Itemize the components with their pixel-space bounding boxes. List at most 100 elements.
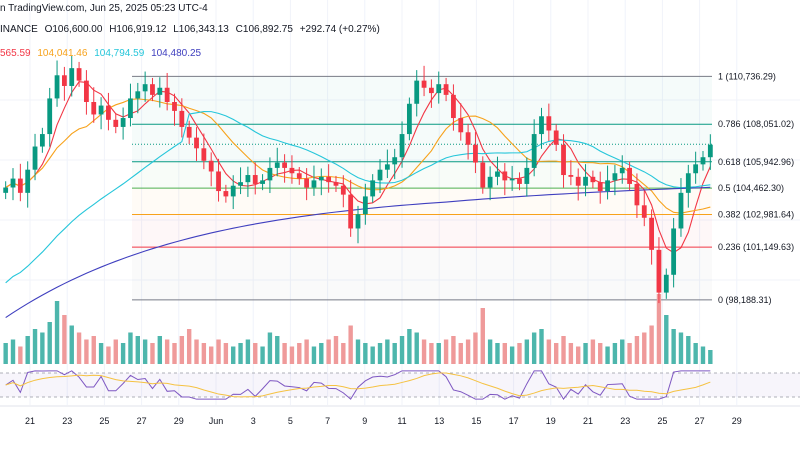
x-tick-label: Jun [209,416,224,426]
volume-bar [664,315,669,364]
volume-bar [91,336,96,364]
volume-bar [568,343,574,364]
candle [208,152,214,187]
volume-bar [297,343,302,364]
candle [399,121,405,168]
candle [568,160,574,186]
candle [619,155,625,184]
candle [340,175,346,208]
volume-bar [47,322,52,364]
candle [194,127,199,161]
volume-bar [267,332,273,364]
volume-bar [333,336,339,364]
candle [612,164,618,196]
candle [649,209,655,265]
candle [384,149,390,179]
volume-bar [135,336,140,364]
candle [164,72,170,111]
volume-bar [524,339,530,364]
volume-bar [363,343,368,364]
volume-bar [40,332,45,364]
volume-bar [253,343,258,364]
x-tick-label: 23 [62,416,72,426]
candle [671,217,677,288]
candle [597,171,603,204]
rsi-band [0,373,800,397]
fib-level-label: 0.236 (101,149.63) [718,242,794,252]
volume-bar [355,339,361,364]
volume-bar [304,339,309,364]
volume-bar [289,346,295,364]
candle [517,172,522,191]
volume-bar [627,343,632,364]
volume-bar [84,339,89,364]
high-value: H106,919.12 [109,24,167,35]
volume-bar [348,325,353,364]
candlesticks [3,55,713,304]
candle [172,93,177,126]
candle [304,168,310,201]
volume-bar [414,332,419,364]
volume-bar [208,346,214,364]
volume-bar [480,308,485,364]
volume-bar [553,343,559,364]
volume-bar [561,336,566,364]
candle [377,159,383,194]
candle [553,124,559,151]
volume-bar [142,339,148,364]
candle [252,162,258,195]
candle [120,107,126,140]
volume-bar [282,343,287,364]
volume-bar [172,343,177,364]
candle [128,83,133,127]
candle [473,132,478,174]
fib-band [132,247,712,300]
close-value: C106,892.75 [235,24,293,35]
candle [47,87,53,147]
volume-bar [473,332,478,364]
candle [238,167,243,195]
candle [575,168,581,201]
candle [223,184,229,203]
fib-level-label: 0.5 (104,462.30) [718,183,784,193]
volume-bar [319,343,324,364]
volume-bar [429,343,434,364]
ma-orange-line [5,98,711,214]
candle [3,181,9,200]
volume-bar [377,343,383,364]
volume-bar [678,332,684,364]
candle [539,107,544,149]
candle [458,103,464,141]
candle [348,179,354,237]
candle [311,165,317,196]
candle [443,77,449,102]
candle [605,165,610,200]
candle [590,170,596,189]
fib-band [132,214,712,248]
volume-bar [649,325,654,364]
volume-bar [465,339,471,364]
candle [10,168,16,201]
fib-level-label: 0.786 (108,051.02) [718,119,794,129]
volume-bar [25,336,30,364]
volume-bar [98,343,104,364]
rsi-pane [0,370,800,401]
x-tick-label: 29 [732,416,742,426]
candle [54,60,60,107]
candle [362,183,368,225]
volume-bar [495,343,500,364]
volume-bar [231,346,236,364]
volume-bar [76,332,82,364]
candle [289,155,295,184]
x-tick-label: 15 [471,416,481,426]
candle [700,150,706,171]
x-tick-label: 25 [99,416,109,426]
candle [186,120,192,144]
ohlc-line: INANCE O106,600.00 H106,919.12 L106,343.… [0,24,384,35]
volume-bar [370,346,375,364]
volume-bar [458,343,463,364]
volume-bar [634,336,640,364]
open-value: O106,600.00 [44,24,103,35]
candle [634,173,640,218]
